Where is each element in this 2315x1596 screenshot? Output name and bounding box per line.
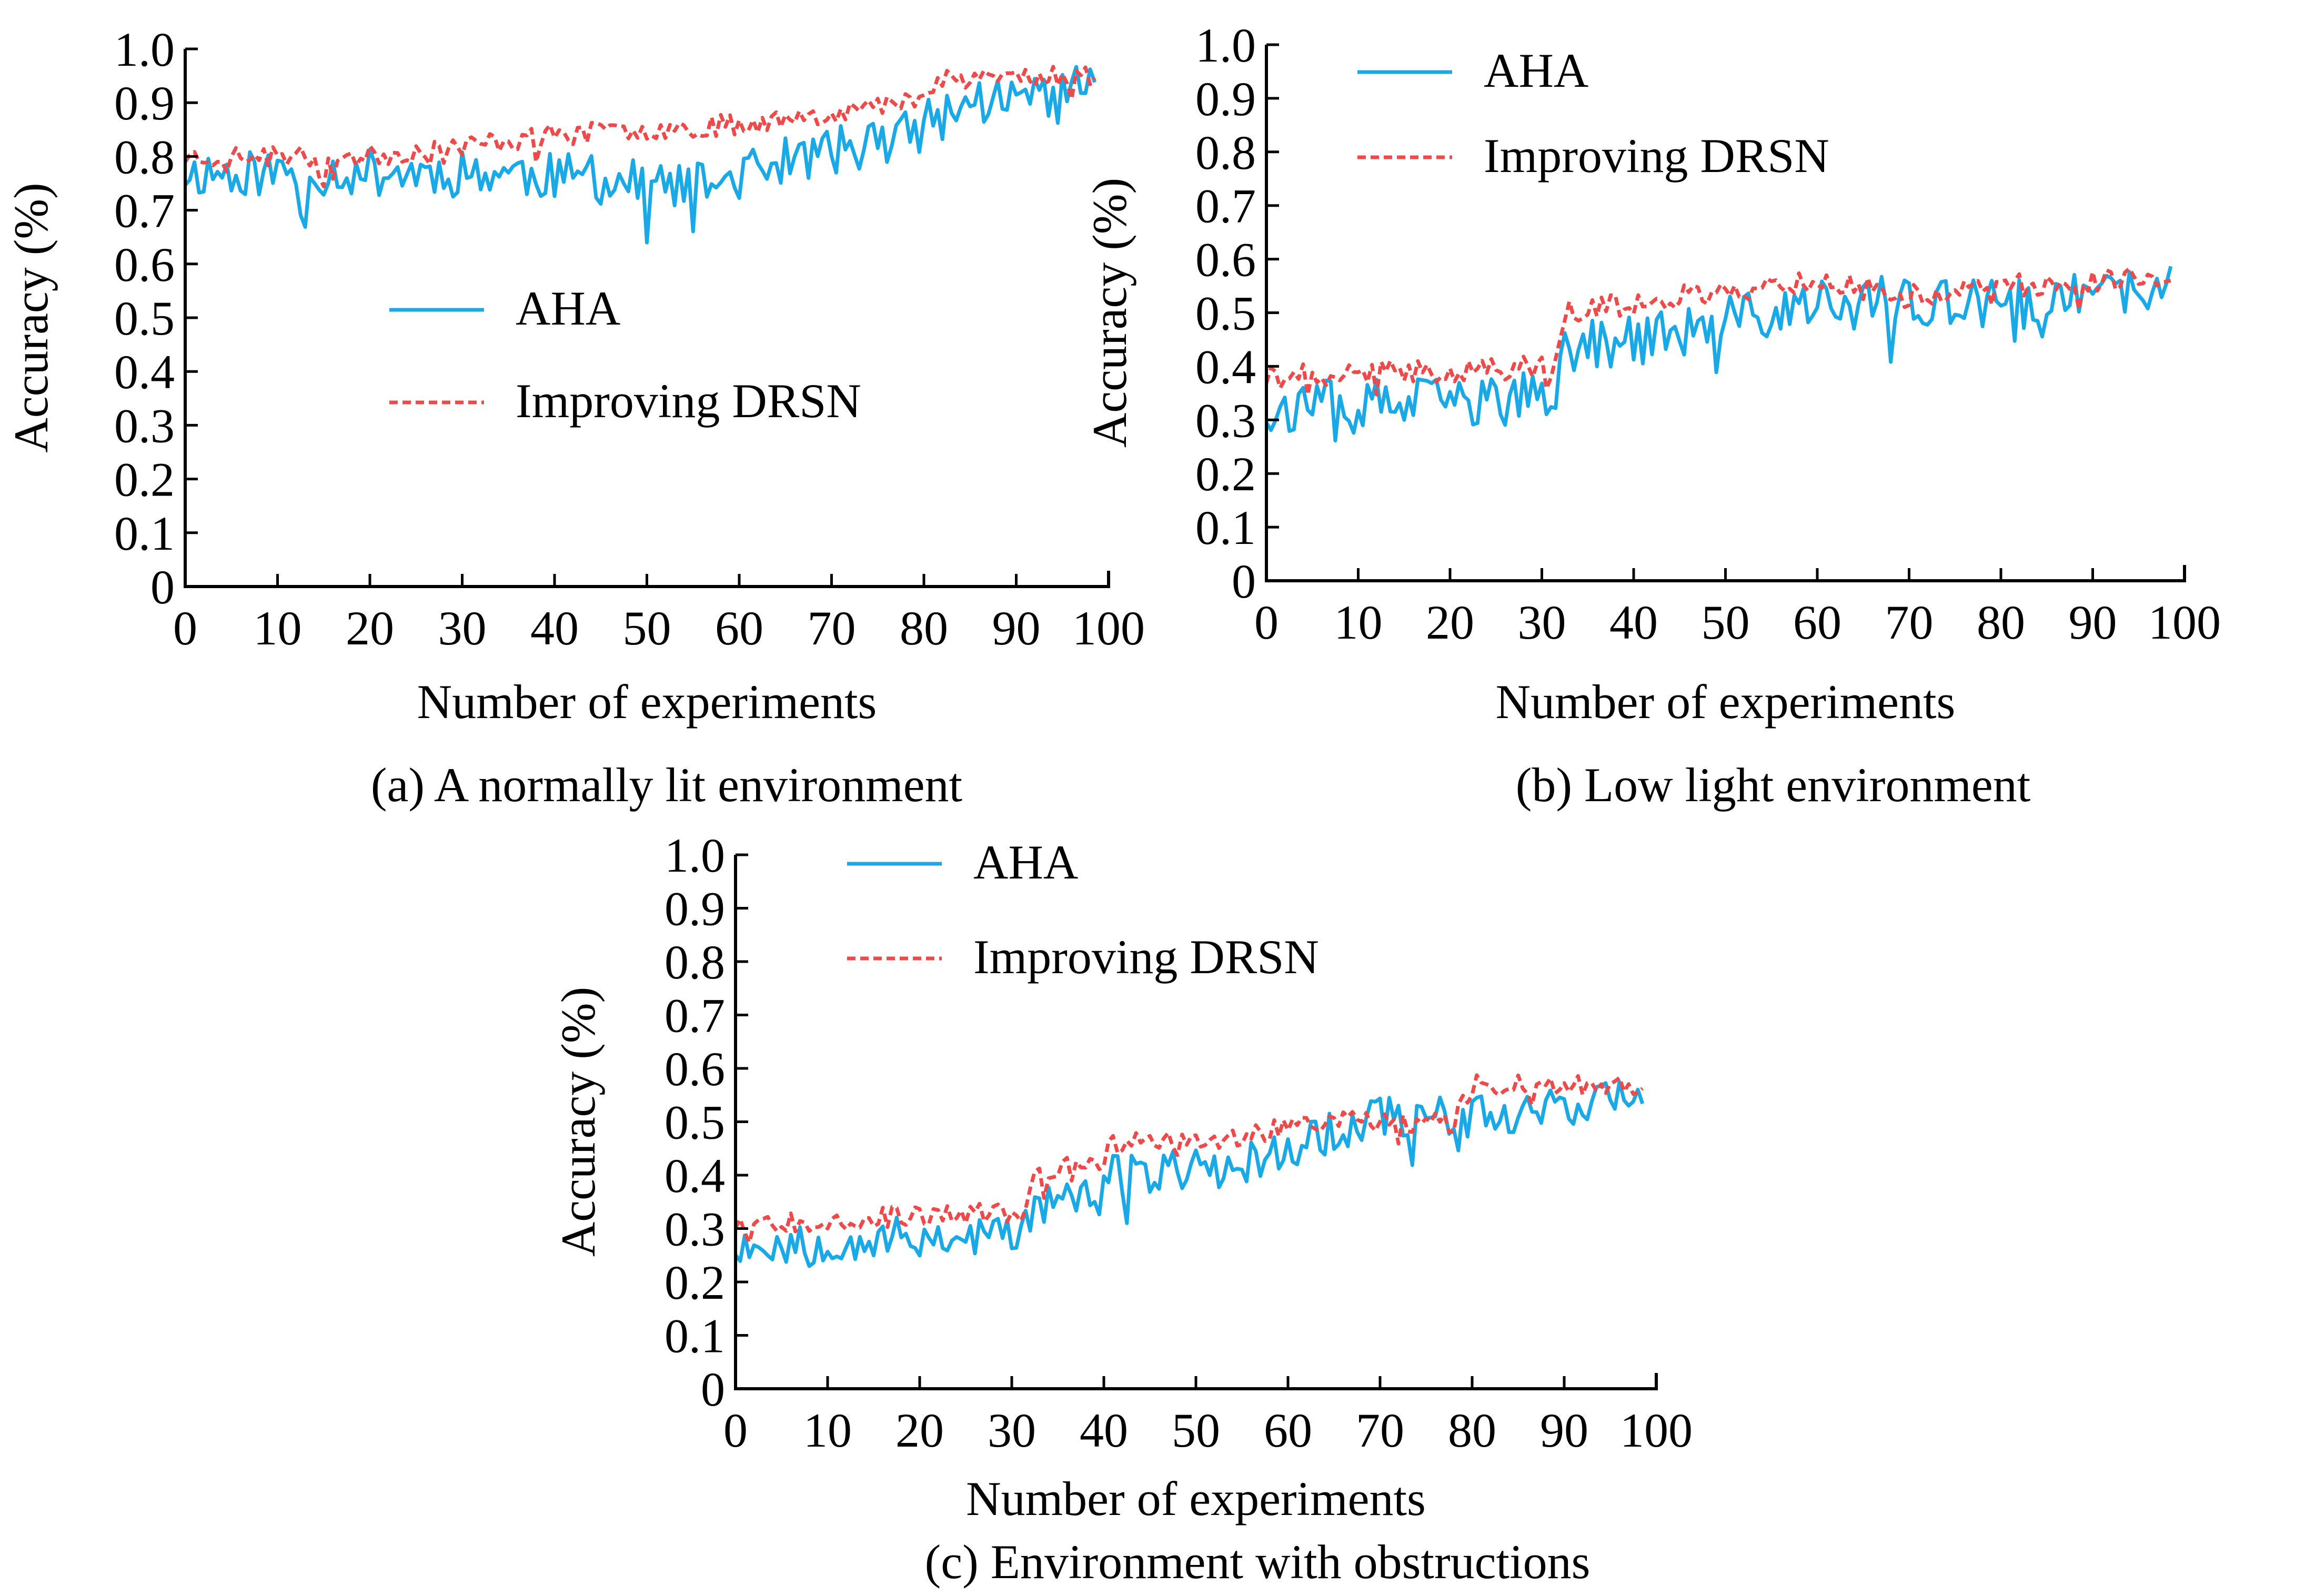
chart-a: 00.10.20.30.40.50.60.70.80.91.00 10 20 30 40… [4, 23, 1145, 812]
y-tick-label: 0.5 [1195, 287, 1256, 340]
x-tick-label: 40 [1609, 595, 1658, 649]
y-tick-label: 0.8 [665, 935, 725, 989]
y-tick-label: 0 [1232, 554, 1256, 608]
y-tick-label: 1.0 [665, 829, 725, 882]
y-tick-label: 0.8 [114, 130, 175, 184]
x-tick-label: 80 [1448, 1403, 1496, 1457]
y-tick-label: 0.2 [665, 1256, 725, 1309]
x-tick-label: 40 [1080, 1403, 1128, 1457]
x-tick-label: 90 [992, 601, 1041, 655]
legend-item-aha: AHA [389, 281, 620, 335]
x-tick-label: 30 [988, 1403, 1036, 1457]
series-line-aha [1265, 266, 2173, 442]
y-tick-label: 0.6 [1195, 233, 1256, 287]
y-axis-label: Accuracy (%) [4, 183, 58, 452]
y-tick-label: 0.6 [665, 1042, 725, 1096]
legend-item-improving-drsn: Improving DRSN [847, 930, 1319, 984]
x-tick-label: 0 [1254, 595, 1279, 649]
x-tick-label: 90 [2069, 595, 2117, 649]
y-tick-label: 0.5 [114, 291, 175, 345]
y-tick-label: 0 [701, 1362, 725, 1416]
legend-label: AHA [1484, 44, 1588, 97]
x-tick-label: 40 [530, 601, 579, 655]
y-tick-label: 0.8 [1195, 126, 1256, 179]
y-tick-label: 0.7 [665, 989, 725, 1043]
y-tick-label: 0.2 [114, 453, 175, 507]
legend-item-improving-drsn: Improving DRSN [1357, 129, 1829, 183]
x-tick-label: 70 [1356, 1403, 1404, 1457]
x-axis-label: Number of experiments [417, 675, 877, 729]
series-line-aha [184, 65, 1096, 245]
y-tick-label: 0.2 [1195, 447, 1256, 501]
x-tick-label: 60 [715, 601, 763, 655]
x-tick-label: 0 [723, 1403, 748, 1457]
chart-c: 00.10.20.30.40.50.60.70.80.91.00 10 20 30 40… [551, 829, 1693, 1589]
y-tick-label: 0.7 [114, 184, 175, 238]
legend-item-aha: AHA [1357, 44, 1588, 97]
y-tick-label: 0.9 [665, 882, 725, 936]
y-tick-label: 0.3 [1195, 393, 1256, 447]
y-tick-label: 1.0 [1195, 18, 1256, 72]
axes-frame [184, 49, 1110, 588]
x-tick-label: 10 [803, 1403, 852, 1457]
y-tick-label: 0.5 [665, 1096, 725, 1149]
legend-label: Improving DRSN [1484, 129, 1829, 183]
legend-item-improving-drsn: Improving DRSN [389, 374, 861, 428]
x-tick-label: 80 [900, 601, 948, 655]
series-line-improving-drsn [1264, 266, 2171, 397]
legend-label: AHA [973, 835, 1078, 889]
y-tick-label: 0.3 [665, 1203, 725, 1256]
x-tick-label: 20 [346, 601, 394, 655]
x-tick-label: 90 [1540, 1403, 1588, 1457]
x-tick-label: 100 [1072, 601, 1145, 655]
x-tick-label: 100 [2148, 595, 2221, 649]
y-tick-label: 1.0 [114, 23, 175, 76]
x-tick-label: 70 [808, 601, 856, 655]
legend-label: Improving DRSN [973, 930, 1319, 984]
y-tick-label: 0.1 [1195, 501, 1256, 554]
chart-caption: (c) Environment with obstructions [925, 1535, 1591, 1589]
chart-caption: (b) Low light environment [1516, 758, 2031, 812]
legend-label: Improving DRSN [516, 374, 861, 428]
chart-caption: (a) A normally lit environment [371, 758, 963, 812]
x-tick-label: 30 [1518, 595, 1566, 649]
y-tick-label: 0.1 [114, 507, 175, 560]
y-tick-label: 0.6 [114, 238, 175, 291]
x-tick-label: 30 [438, 601, 487, 655]
series-line-improving-drsn [184, 65, 1096, 188]
y-tick-label: 0.4 [665, 1149, 725, 1203]
x-tick-label: 20 [1426, 595, 1474, 649]
x-tick-label: 0 [173, 601, 197, 655]
chart-b: 00.10.20.30.40.50.60.70.80.91.00 10 20 30 40… [1083, 18, 2221, 812]
x-tick-label: 100 [1620, 1403, 1693, 1457]
y-tick-label: 0.4 [1195, 340, 1256, 393]
y-tick-label: 0.9 [1195, 72, 1256, 126]
y-axis-label: Accuracy (%) [1083, 178, 1136, 448]
x-tick-label: 70 [1885, 595, 1934, 649]
x-tick-label: 60 [1264, 1403, 1312, 1457]
y-tick-label: 0.7 [1195, 179, 1256, 233]
y-tick-label: 0.4 [114, 345, 175, 399]
x-tick-label: 50 [1702, 595, 1750, 649]
y-tick-label: 0.3 [114, 399, 175, 452]
series-line-improving-drsn [733, 1073, 1644, 1245]
legend-item-aha: AHA [847, 835, 1078, 889]
x-tick-label: 60 [1793, 595, 1841, 649]
y-tick-label: 0.1 [665, 1309, 725, 1363]
y-tick-label: 0 [150, 560, 175, 614]
x-tick-label: 20 [895, 1403, 944, 1457]
x-tick-label: 50 [1172, 1403, 1220, 1457]
x-tick-label: 10 [254, 601, 302, 655]
x-tick-label: 50 [623, 601, 671, 655]
y-tick-label: 0.9 [114, 76, 175, 130]
series-line-aha [734, 1080, 1645, 1268]
y-axis-label: Accuracy (%) [551, 987, 605, 1257]
x-tick-label: 80 [1977, 595, 2025, 649]
x-tick-label: 10 [1334, 595, 1383, 649]
legend-label: AHA [516, 281, 620, 335]
x-axis-label: Number of experiments [1496, 675, 1956, 729]
x-axis-label: Number of experiments [966, 1472, 1426, 1526]
